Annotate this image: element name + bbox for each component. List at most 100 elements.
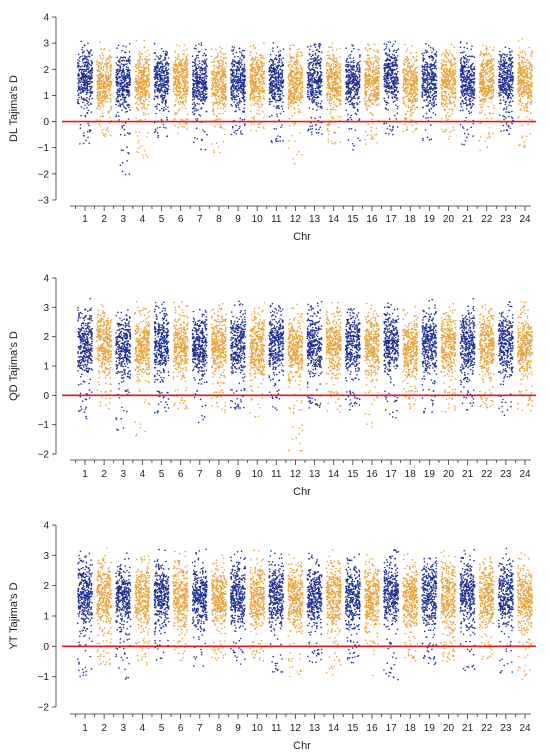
data-point: [100, 80, 102, 83]
data-point: [222, 53, 225, 55]
data-point: [88, 75, 91, 77]
data-point: [318, 45, 321, 47]
data-point: [277, 61, 279, 64]
data-point: [160, 71, 163, 74]
data-point: [140, 74, 142, 77]
data-point: [348, 95, 351, 98]
data-point: [309, 69, 311, 71]
data-point: [339, 141, 342, 144]
data-point: [268, 86, 271, 89]
data-point: [318, 86, 321, 89]
data-point: [82, 101, 84, 104]
data-point: [291, 57, 293, 59]
data-point: [157, 136, 159, 139]
data-point: [99, 57, 102, 60]
data-point: [91, 97, 94, 100]
data-point: [86, 85, 89, 88]
data-point: [128, 133, 130, 135]
data-point: [194, 136, 196, 139]
data-point: [313, 77, 316, 80]
data-point: [196, 118, 199, 120]
data-point: [216, 118, 218, 121]
data-point: [330, 111, 332, 113]
data-point: [156, 132, 159, 134]
data-point: [221, 102, 224, 105]
data-point: [107, 111, 109, 113]
data-point: [121, 125, 123, 128]
data-point: [279, 112, 282, 115]
data-point: [185, 61, 187, 64]
data-point: [316, 67, 319, 70]
data-point: [332, 73, 335, 75]
data-point: [109, 67, 111, 69]
data-point: [106, 89, 108, 92]
data-point: [328, 95, 331, 98]
data-point: [309, 125, 311, 128]
data-point: [128, 43, 131, 45]
data-point: [250, 129, 252, 132]
data-point: [97, 99, 100, 102]
data-point: [224, 84, 226, 87]
data-point: [166, 61, 168, 63]
data-point: [311, 133, 313, 136]
data-point: [268, 74, 271, 77]
data-point: [240, 74, 242, 77]
data-point: [81, 70, 83, 72]
data-point: [98, 123, 100, 125]
data-point: [253, 116, 255, 119]
data-point: [345, 60, 348, 63]
data-point: [177, 94, 180, 97]
data-point: [100, 91, 103, 93]
data-point: [296, 51, 299, 54]
data-point: [158, 68, 161, 71]
data-point: [123, 128, 126, 131]
data-point: [163, 65, 166, 68]
data-point: [219, 123, 222, 126]
data-point: [211, 101, 213, 104]
data-point: [96, 119, 99, 121]
data-point: [120, 63, 123, 65]
data-point: [309, 58, 312, 60]
data-point: [220, 52, 223, 54]
data-point: [116, 74, 119, 76]
data-point: [91, 69, 94, 71]
data-point: [309, 88, 312, 91]
data-point: [251, 77, 253, 80]
data-point: [337, 77, 340, 80]
data-point: [183, 84, 185, 86]
data-point: [128, 61, 131, 64]
data-point: [88, 104, 90, 106]
data-point: [86, 63, 89, 66]
data-point: [282, 94, 285, 97]
data-point: [279, 97, 282, 99]
data-point: [147, 49, 149, 52]
data-point: [319, 82, 322, 85]
data-point: [296, 153, 298, 156]
data-point: [334, 80, 337, 82]
data-point: [184, 79, 187, 81]
data-point: [175, 96, 178, 98]
chr-9-points: [230, 45, 247, 136]
data-point: [195, 67, 198, 70]
data-point: [82, 88, 85, 90]
data-point: [308, 48, 311, 51]
chr-12-points: [287, 44, 304, 165]
data-point: [292, 80, 294, 82]
data-point: [289, 56, 292, 59]
data-point: [217, 67, 219, 70]
data-point: [217, 52, 219, 55]
data-point: [195, 82, 198, 85]
data-point: [104, 73, 106, 76]
data-point: [237, 95, 240, 98]
data-point: [211, 70, 213, 73]
data-point: [82, 89, 84, 92]
data-point: [212, 86, 215, 89]
data-point: [240, 85, 243, 87]
data-point: [79, 81, 81, 84]
data-point: [288, 53, 291, 56]
data-point: [200, 107, 202, 110]
data-point: [202, 79, 204, 82]
data-point: [90, 60, 92, 62]
data-point: [230, 97, 233, 99]
data-point: [135, 39, 138, 42]
